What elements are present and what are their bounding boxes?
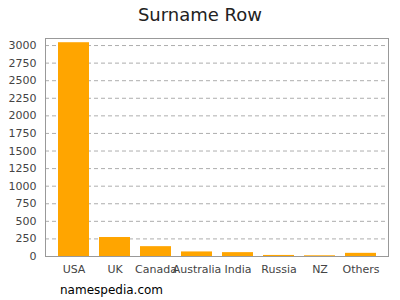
svg-text:0: 0 bbox=[30, 250, 37, 263]
svg-text:3000: 3000 bbox=[9, 39, 37, 52]
svg-text:NZ: NZ bbox=[312, 263, 328, 276]
svg-text:1750: 1750 bbox=[9, 127, 37, 140]
html-text:namespedia.com: namespedia.com bbox=[60, 283, 163, 297]
html-text:Surname Row: Surname Row bbox=[137, 4, 263, 25]
svg-text:USA: USA bbox=[63, 263, 86, 276]
svg-text:India: India bbox=[225, 263, 252, 276]
svg-text:750: 750 bbox=[16, 197, 37, 210]
svg-text:1500: 1500 bbox=[9, 145, 37, 158]
svg-text:Australia: Australia bbox=[173, 263, 222, 276]
svg-text:250: 250 bbox=[16, 232, 37, 245]
svg-text:2000: 2000 bbox=[9, 109, 37, 122]
svg-text:2500: 2500 bbox=[9, 74, 37, 87]
svg-text:2750: 2750 bbox=[9, 57, 37, 70]
svg-text:UK: UK bbox=[107, 263, 123, 276]
svg-text:Russia: Russia bbox=[261, 263, 296, 276]
svg-text:1250: 1250 bbox=[9, 162, 37, 175]
svg-text:Others: Others bbox=[343, 263, 380, 276]
svg-text:2250: 2250 bbox=[9, 92, 37, 105]
svg-text:500: 500 bbox=[16, 215, 37, 228]
svg-text:Canada: Canada bbox=[135, 263, 177, 276]
svg-text:1000: 1000 bbox=[9, 180, 37, 193]
